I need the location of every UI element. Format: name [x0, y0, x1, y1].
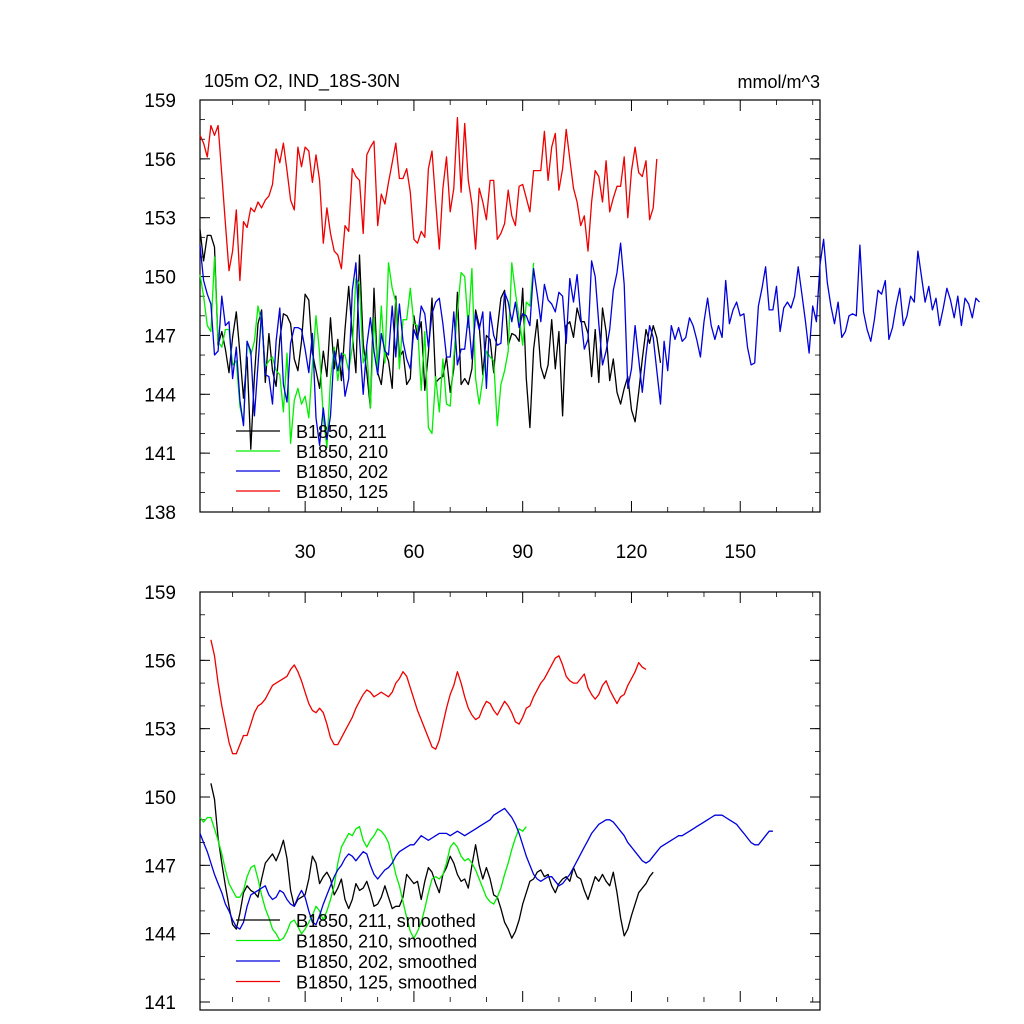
legend-label: B1850, 210, smoothed	[296, 932, 477, 952]
legend-label: B1850, 211, smoothed	[296, 911, 476, 931]
top-plot-title: 105m O2, IND_18S-30N	[204, 71, 400, 92]
top-plot-axes: 138 141 144 147 150 153 156 159 30 60 90 120 150	[144, 91, 820, 563]
series-line-2	[199, 807, 773, 930]
y-tick-label: 138	[144, 503, 176, 524]
legend-label: B1850, 202, smoothed	[296, 952, 477, 972]
y-tick-label: 150	[144, 268, 176, 289]
y-tick-label: 150	[144, 788, 176, 809]
y-tick-label: 156	[144, 150, 176, 171]
legend-label: B1850, 211	[296, 422, 387, 442]
x-tick-label: 120	[616, 542, 648, 563]
y-tick-label: 147	[144, 856, 176, 877]
legend-label: B1850, 125	[296, 482, 388, 502]
series-line-0	[210, 783, 654, 939]
y-tick-label: 141	[144, 444, 176, 465]
top-plot-lines	[199, 117, 980, 450]
x-tick-label: 30	[295, 542, 316, 563]
y-tick-label: 141	[144, 993, 176, 1014]
bottom-plot-frame	[199, 591, 821, 1011]
bottom-plot-lines	[199, 639, 773, 942]
legend-label: B1850, 210	[296, 442, 388, 462]
legend-label: B1850, 202	[296, 462, 388, 482]
y-tick-label: 156	[144, 651, 176, 672]
series-line-3	[199, 117, 658, 282]
y-tick-label: 147	[144, 326, 176, 347]
top-plot-units: mmol/m^3	[738, 72, 820, 92]
legend-label: B1850, 125, smoothed	[296, 973, 477, 993]
top-plot-frame	[199, 99, 821, 513]
y-tick-label: 159	[144, 91, 176, 112]
series-line-1	[199, 816, 527, 942]
x-tick-label: 90	[512, 542, 533, 563]
y-tick-label: 153	[144, 209, 176, 230]
y-tick-label: 153	[144, 720, 176, 741]
y-tick-label: 159	[144, 583, 176, 604]
x-tick-label: 150	[724, 542, 756, 563]
y-tick-label: 144	[144, 925, 176, 946]
x-tick-label: 60	[403, 542, 424, 563]
series-line-3	[210, 639, 647, 755]
series-line-2	[199, 238, 980, 446]
y-tick-label: 144	[144, 385, 176, 406]
bottom-plot-axes: 141 144 147 150 153 156 159	[144, 583, 820, 1014]
